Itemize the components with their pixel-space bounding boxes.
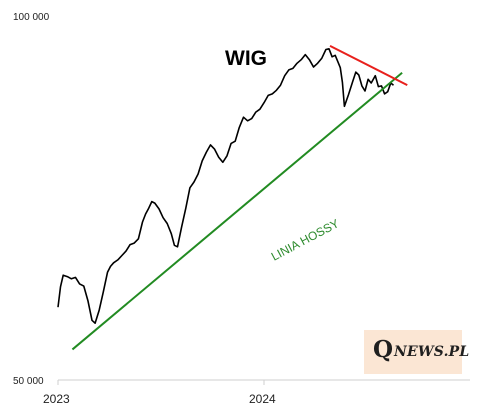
qnews-logo: Q NEWS.PL xyxy=(364,330,469,374)
x-tick-label-2024: 2024 xyxy=(249,392,276,406)
wig-index-line xyxy=(57,47,395,325)
hossa-trend-line xyxy=(71,72,403,351)
x-tick-label-2023: 2023 xyxy=(43,392,70,406)
chart-title: WIG xyxy=(225,47,267,70)
y-tick-label-bottom: 50 000 xyxy=(13,376,44,387)
logo-letter-q: Q xyxy=(373,336,394,363)
logo-text: NEWS.PL xyxy=(394,344,470,360)
y-tick-label-top: 100 000 xyxy=(13,12,50,23)
trendline-annotation: LINIA HOSSY xyxy=(269,216,342,263)
resistance-trend-line xyxy=(329,44,408,87)
